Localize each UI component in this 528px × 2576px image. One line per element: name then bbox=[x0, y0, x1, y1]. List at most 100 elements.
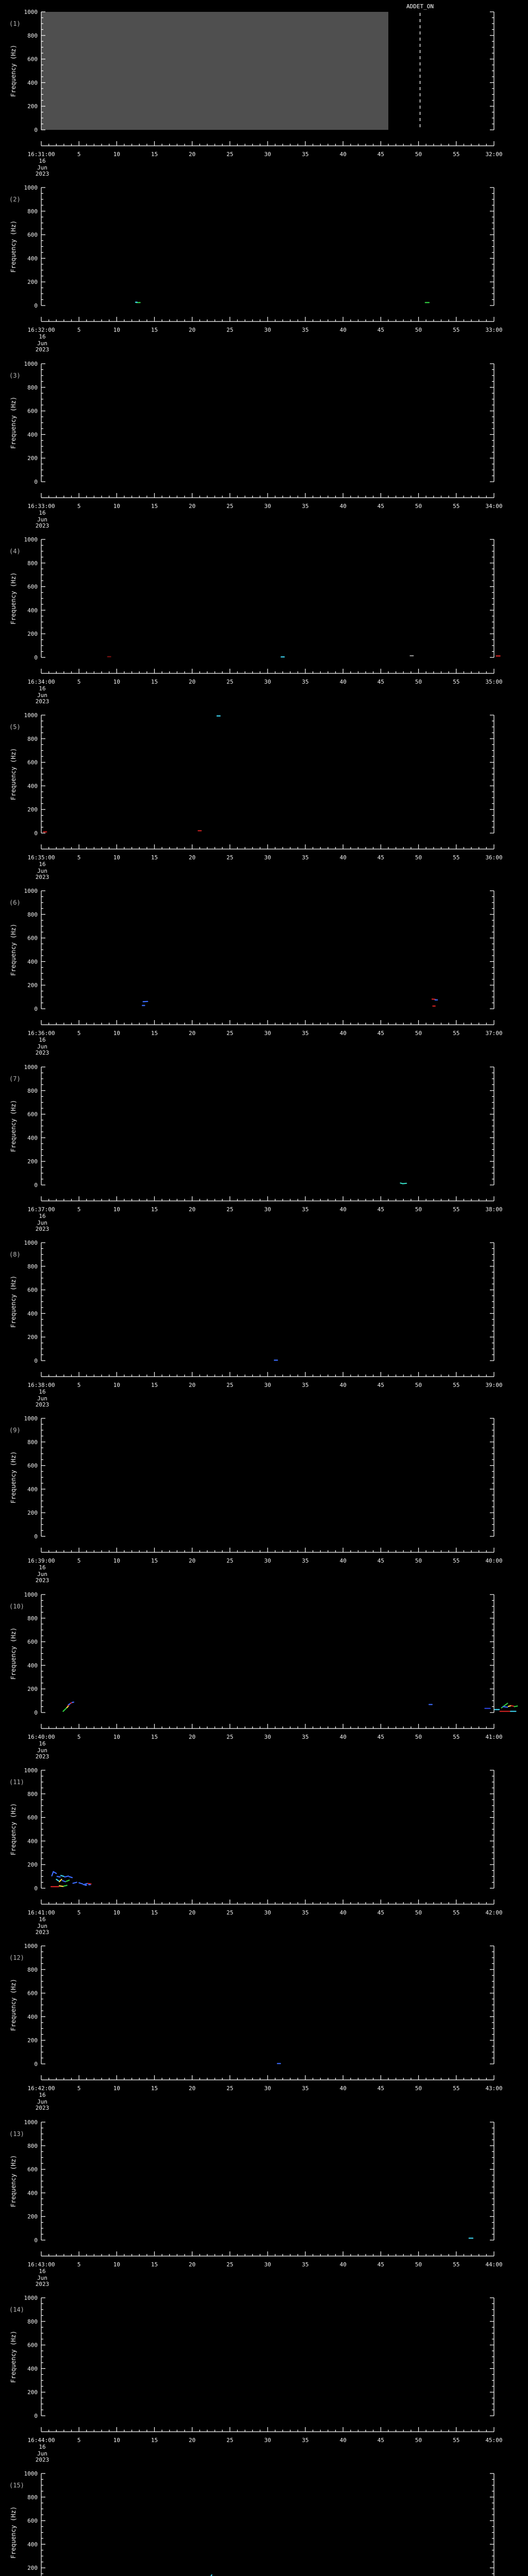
date-label: 16 bbox=[39, 861, 45, 868]
x-tick-label: 15 bbox=[151, 2261, 158, 2268]
date-label: 2023 bbox=[36, 522, 50, 528]
x-tick-label: 10 bbox=[113, 1909, 120, 1916]
date-label: 16 bbox=[39, 510, 45, 516]
x-tick-label: 10 bbox=[113, 1557, 120, 1564]
panel-index-label: (14) bbox=[9, 2306, 24, 2313]
event-mark bbox=[59, 1878, 62, 1883]
spectrogram-panel: 0 200 400 600 800 1000 Frequency (Hz) (5) 16:35:… bbox=[9, 712, 503, 879]
date-label: 16 bbox=[39, 1564, 45, 1571]
date-label: 2023 bbox=[36, 1226, 50, 1231]
date-label: 2023 bbox=[36, 1577, 50, 1583]
y-tick-label: 200 bbox=[27, 2213, 38, 2220]
date-label: 2023 bbox=[36, 2281, 50, 2286]
y-tick-label: 600 bbox=[27, 2518, 38, 2524]
date-label: Jun bbox=[37, 1923, 47, 1929]
x-tick-label: 20 bbox=[189, 151, 195, 158]
y-tick-label: 800 bbox=[27, 2143, 38, 2149]
x-tick-label: 30 bbox=[264, 854, 271, 861]
date-label: Jun bbox=[37, 2450, 47, 2457]
y-tick-label: 1000 bbox=[24, 536, 38, 543]
x-tick-label: 25 bbox=[226, 2261, 233, 2268]
x-tick-label: 30 bbox=[264, 503, 271, 510]
spectrogram-panel: 0 200 400 600 800 1000 Frequency (Hz) (13) 16:43… bbox=[9, 2119, 503, 2286]
x-tick-label: 30 bbox=[264, 1734, 271, 1740]
end-time-label: 36:00 bbox=[485, 854, 502, 861]
x-tick-label: 15 bbox=[151, 503, 158, 510]
date-label: Jun bbox=[37, 340, 47, 347]
date-label: 2023 bbox=[36, 1401, 50, 1407]
y-tick-label: 600 bbox=[27, 232, 38, 239]
y-tick-label: 1000 bbox=[24, 1767, 38, 1774]
x-tick-label: 25 bbox=[226, 327, 233, 333]
start-time-label: 16:36:00 bbox=[28, 1030, 55, 1037]
x-tick-label: 55 bbox=[453, 854, 459, 861]
y-tick-label: 1000 bbox=[24, 712, 38, 719]
y-tick-label: 200 bbox=[27, 1334, 38, 1341]
frequency-axis-label: Frequency (Hz) bbox=[10, 1451, 17, 1503]
start-time-label: 16:38:00 bbox=[28, 1382, 55, 1388]
x-tick-label: 20 bbox=[189, 1557, 195, 1564]
x-tick-label: 45 bbox=[377, 854, 384, 861]
x-tick-label: 50 bbox=[415, 1206, 422, 1213]
x-tick-label: 35 bbox=[302, 1557, 309, 1564]
panel-index-label: (4) bbox=[9, 548, 21, 555]
x-tick-label: 20 bbox=[189, 503, 195, 510]
date-label: 16 bbox=[39, 1740, 45, 1747]
x-tick-label: 30 bbox=[264, 327, 271, 333]
start-time-label: 16:31:00 bbox=[28, 151, 55, 158]
y-tick-label: 600 bbox=[27, 1287, 38, 1294]
x-tick-label: 35 bbox=[302, 2261, 309, 2268]
y-tick-label: 400 bbox=[27, 2190, 38, 2196]
end-time-label: 33:00 bbox=[485, 327, 502, 333]
date-label: 16 bbox=[39, 2092, 45, 2098]
x-tick-label: 55 bbox=[453, 1382, 459, 1388]
x-tick-label: 10 bbox=[113, 1382, 120, 1388]
x-tick-label: 15 bbox=[151, 1734, 158, 1740]
event-mark bbox=[51, 1871, 54, 1877]
x-tick-label: 55 bbox=[453, 1557, 459, 1564]
spectrogram-panel: 0 200 400 600 800 1000 Frequency (Hz) (4) 16:34:… bbox=[9, 536, 503, 704]
y-tick-label: 0 bbox=[34, 1533, 38, 1540]
event-mark bbox=[69, 1876, 73, 1878]
x-tick-label: 45 bbox=[377, 503, 384, 510]
x-tick-label: 15 bbox=[151, 1909, 158, 1916]
panel-index-label: (2) bbox=[9, 196, 21, 203]
x-tick-label: 45 bbox=[377, 2437, 384, 2444]
y-tick-label: 800 bbox=[27, 208, 38, 215]
x-tick-label: 50 bbox=[415, 1734, 422, 1740]
y-tick-label: 600 bbox=[27, 408, 38, 415]
y-tick-label: 800 bbox=[27, 1263, 38, 1270]
y-tick-label: 1000 bbox=[24, 2470, 38, 2477]
y-tick-label: 1000 bbox=[24, 1943, 38, 1950]
spectrogram-panel: 0 200 400 600 800 1000 Frequency (Hz) (7) 16:37:… bbox=[9, 1064, 503, 1231]
y-tick-label: 600 bbox=[27, 1990, 38, 1997]
y-tick-label: 200 bbox=[27, 1686, 38, 1692]
y-tick-label: 200 bbox=[27, 455, 38, 462]
x-tick-label: 15 bbox=[151, 2085, 158, 2092]
frequency-axis-label: Frequency (Hz) bbox=[10, 1276, 17, 1328]
y-tick-label: 1000 bbox=[24, 2119, 38, 2126]
x-tick-label: 15 bbox=[151, 151, 158, 158]
start-time-label: 16:33:00 bbox=[28, 503, 55, 510]
x-tick-label: 40 bbox=[340, 327, 346, 333]
y-tick-label: 200 bbox=[27, 982, 38, 989]
y-tick-label: 800 bbox=[27, 1967, 38, 1973]
y-tick-label: 600 bbox=[27, 1639, 38, 1646]
x-tick-label: 25 bbox=[226, 1734, 233, 1740]
y-tick-label: 400 bbox=[27, 1486, 38, 1493]
y-tick-label: 200 bbox=[27, 279, 38, 285]
x-tick-label: 35 bbox=[302, 1909, 309, 1916]
x-tick-label: 40 bbox=[340, 2261, 346, 2268]
x-tick-label: 50 bbox=[415, 2085, 422, 2092]
event-mark bbox=[53, 1871, 57, 1874]
y-tick-label: 0 bbox=[34, 127, 38, 133]
y-tick-label: 0 bbox=[34, 2413, 38, 2419]
x-tick-label: 25 bbox=[226, 1030, 233, 1037]
date-label: 16 bbox=[39, 1916, 45, 1923]
y-tick-label: 800 bbox=[27, 32, 38, 39]
event-mark bbox=[56, 1878, 59, 1882]
x-tick-label: 25 bbox=[226, 1909, 233, 1916]
y-tick-label: 800 bbox=[27, 1088, 38, 1094]
y-tick-label: 1000 bbox=[24, 1240, 38, 1246]
